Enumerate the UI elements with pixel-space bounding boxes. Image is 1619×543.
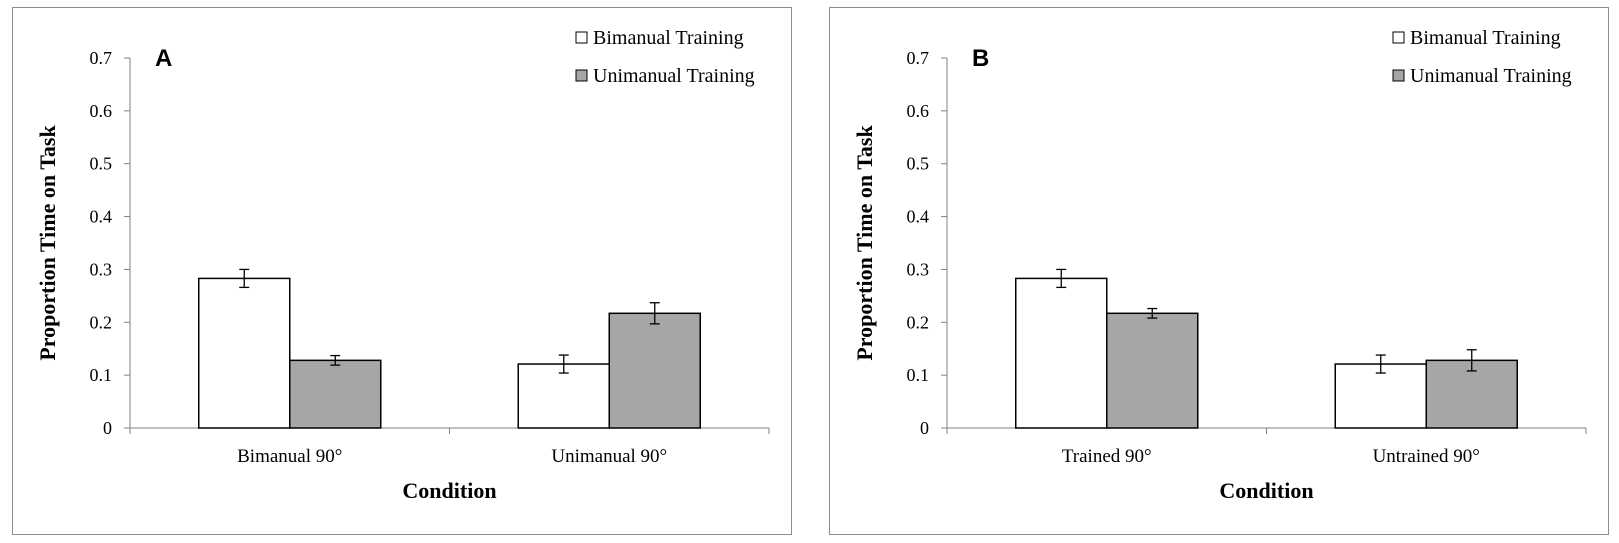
y-tick-label: 0.2 xyxy=(907,312,930,332)
bar-chart-a: 0 0.1 0.2 0.3 0.4 0.5 0.6 0.7 Bimanual 90° Uniman… xyxy=(35,27,770,503)
legend-label: Bimanual Training xyxy=(1410,27,1561,49)
bar-chart-b: 0 0.1 0.2 0.3 0.4 0.5 0.6 0.7 Trained 90° Untrain… xyxy=(852,27,1587,503)
y-tick-label: 0.7 xyxy=(907,48,930,68)
y-axis-title: Proportion Time on Task xyxy=(35,125,60,361)
y-tick-label: 0.4 xyxy=(907,207,930,227)
bar xyxy=(1015,277,1108,429)
bar xyxy=(198,277,291,429)
x-tick-label: Untrained 90° xyxy=(1373,446,1480,467)
y-tick-label: 0.3 xyxy=(90,259,113,279)
panel-label: A xyxy=(155,45,172,72)
y-tick-label: 0.3 xyxy=(907,259,930,279)
y-tick-label: 0.5 xyxy=(90,154,113,174)
y-tick-label: 0.1 xyxy=(90,365,113,385)
legend-label: Unimanual Training xyxy=(1410,65,1572,87)
x-axis-title: Condition xyxy=(402,478,496,503)
legend-label: Unimanual Training xyxy=(593,65,755,87)
legend-swatch xyxy=(1392,69,1405,82)
bar xyxy=(608,312,701,429)
legend-swatch xyxy=(575,69,588,82)
y-tick-label: 0 xyxy=(103,418,112,438)
bar xyxy=(1106,312,1199,429)
y-tick-label: 0 xyxy=(920,418,929,438)
y-tick-label: 0.7 xyxy=(90,48,113,68)
y-tick-label: 0.5 xyxy=(907,154,930,174)
bar xyxy=(1425,359,1518,429)
legend-label: Bimanual Training xyxy=(593,27,744,49)
y-tick-label: 0.1 xyxy=(907,365,930,385)
y-tick-label: 0.6 xyxy=(90,101,113,121)
chart-panel-b: 0 0.1 0.2 0.3 0.4 0.5 0.6 0.7 Trained 90° Untrain… xyxy=(829,7,1609,535)
y-tick-label: 0.4 xyxy=(90,207,113,227)
bar xyxy=(289,359,382,429)
legend-swatch xyxy=(575,31,588,44)
x-tick-label: Trained 90° xyxy=(1062,446,1152,467)
panel-label: B xyxy=(972,45,989,72)
legend-swatch xyxy=(1392,31,1405,44)
x-tick-label: Bimanual 90° xyxy=(237,446,342,467)
y-tick-label: 0.6 xyxy=(907,101,930,121)
y-tick-label: 0.2 xyxy=(90,312,113,332)
x-axis-title: Condition xyxy=(1219,478,1313,503)
x-tick-label: Unimanual 90° xyxy=(551,446,667,467)
chart-panel-a: 0 0.1 0.2 0.3 0.4 0.5 0.6 0.7 Bimanual 90° Uniman… xyxy=(12,7,792,535)
y-axis-title: Proportion Time on Task xyxy=(852,125,877,361)
